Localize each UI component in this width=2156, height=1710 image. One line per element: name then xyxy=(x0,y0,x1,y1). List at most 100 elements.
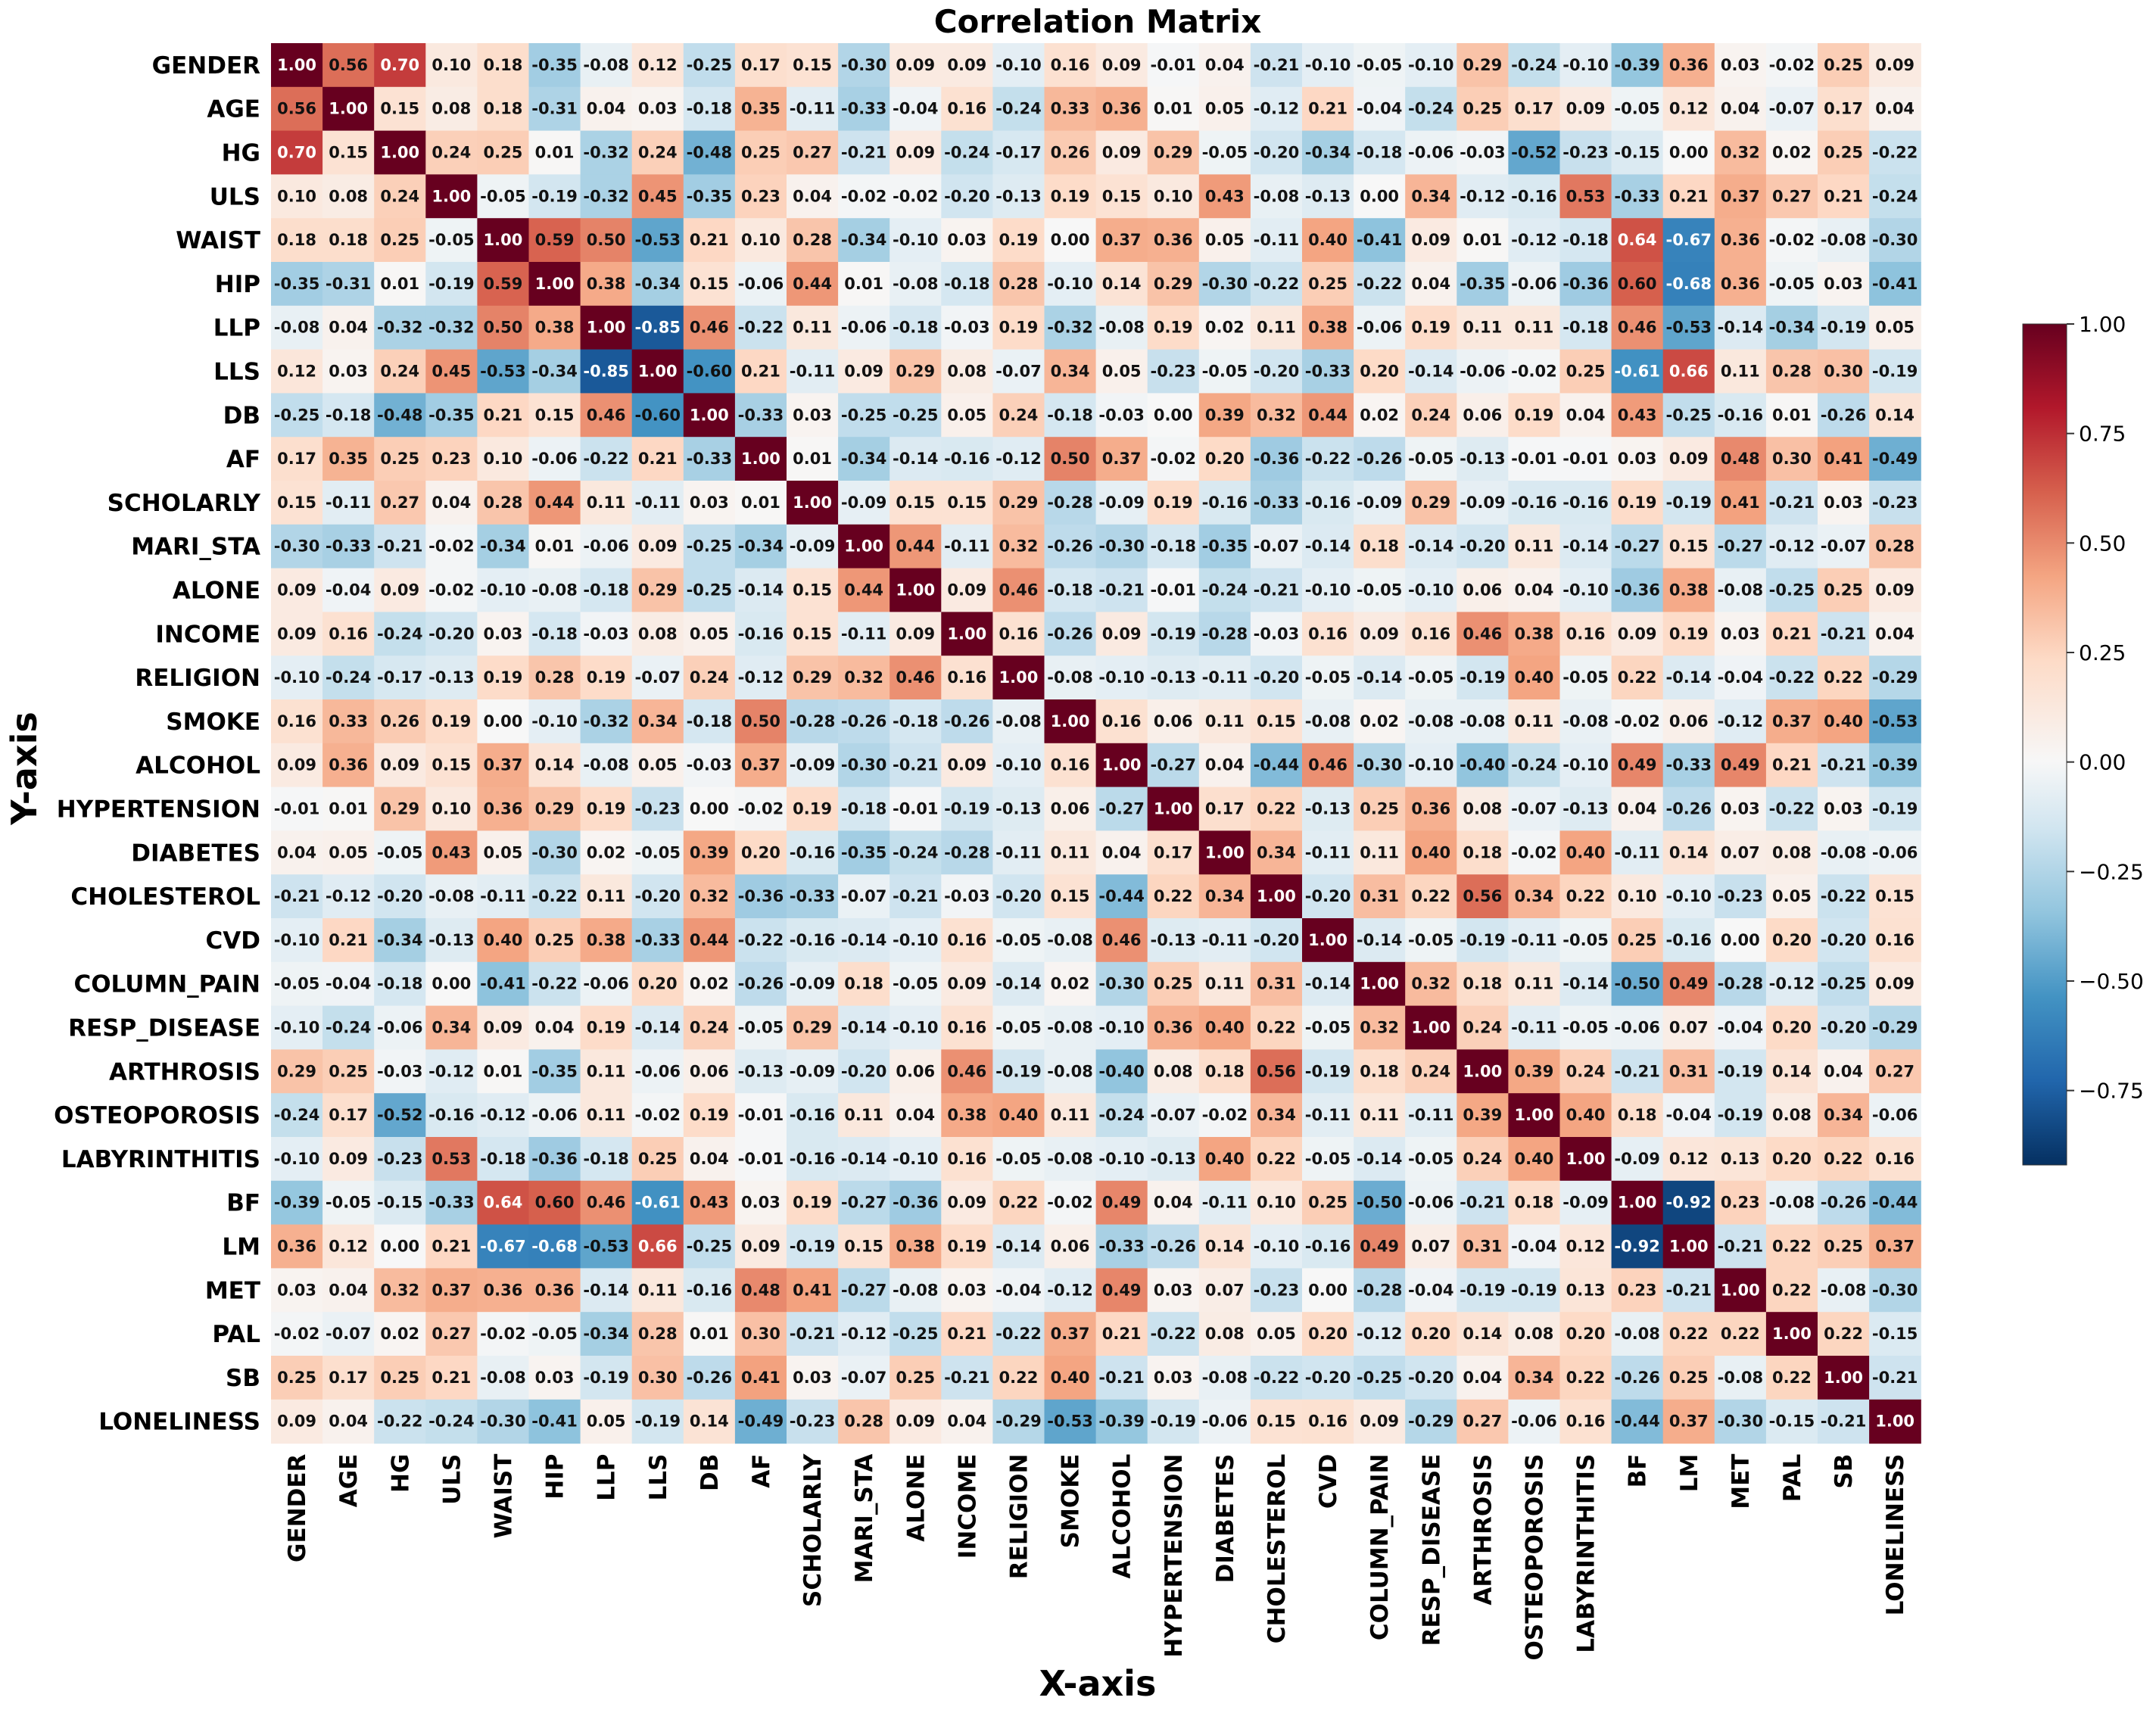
heatmap-cell xyxy=(425,437,478,481)
heatmap-cell xyxy=(890,86,942,132)
cell-value-label: 0.44 xyxy=(793,275,832,293)
cell-value-label: -0.22 xyxy=(1357,275,1403,293)
heatmap-cell xyxy=(1611,174,1664,219)
cell-value-label: -0.25 xyxy=(1357,1369,1403,1387)
cell-value-label: -0.29 xyxy=(1872,1019,1918,1037)
cell-value-label: 0.27 xyxy=(432,1325,471,1343)
cell-value-label: 0.46 xyxy=(1308,756,1348,774)
heatmap-cell xyxy=(1302,961,1354,1007)
heatmap-cell xyxy=(477,743,530,788)
heatmap-cell xyxy=(1818,130,1870,175)
cell-value-label: 0.16 xyxy=(1875,931,1915,949)
heatmap-cell xyxy=(631,393,684,438)
heatmap-cell xyxy=(477,393,530,438)
cell-value-label: -0.16 xyxy=(1511,187,1557,205)
cell-value-label: -0.26 xyxy=(1614,1369,1660,1387)
cell-value-label: 0.12 xyxy=(1669,1150,1709,1168)
cell-value-label: -0.20 xyxy=(1821,931,1867,949)
cell-value-label: 0.05 xyxy=(1772,887,1812,905)
cell-value-label: 0.21 xyxy=(1772,756,1812,774)
heatmap-cell xyxy=(1250,130,1303,175)
heatmap-cell xyxy=(271,568,323,612)
heatmap-cell xyxy=(1662,218,1715,263)
cell-value-label: 0.09 xyxy=(947,975,986,993)
cell-value-label: 0.25 xyxy=(380,231,419,249)
cell-value-label: 0.35 xyxy=(741,100,780,118)
cell-value-label: -0.12 xyxy=(480,1106,526,1124)
heatmap-cell xyxy=(1714,43,1767,88)
cell-value-label: 0.18 xyxy=(329,231,368,249)
cell-value-label: 0.30 xyxy=(638,1369,678,1387)
heatmap-cell xyxy=(1354,786,1406,831)
heatmap-cell xyxy=(1611,86,1664,132)
heatmap-cell xyxy=(1559,130,1612,175)
cell-value-label: -0.19 xyxy=(428,275,475,293)
x-tick-label: MET xyxy=(1728,1454,1755,1509)
cell-value-label: -0.23 xyxy=(1150,363,1196,381)
heatmap-cell xyxy=(1354,830,1406,875)
cell-value-label: -0.05 xyxy=(1408,450,1454,468)
cell-value-label: -0.16 xyxy=(1665,931,1712,949)
heatmap-cell xyxy=(941,568,993,612)
heatmap-cell xyxy=(1508,918,1561,963)
heatmap-cell xyxy=(1559,174,1612,219)
heatmap-cell xyxy=(322,437,375,481)
heatmap-cell xyxy=(1302,612,1354,656)
heatmap-cell xyxy=(1147,524,1200,569)
heatmap-cell xyxy=(1714,743,1767,788)
heatmap-cell xyxy=(425,568,478,612)
heatmap-cell xyxy=(425,481,478,525)
heatmap-cell xyxy=(477,218,530,263)
heatmap-cell xyxy=(374,218,426,263)
cell-value-label: 0.03 xyxy=(1721,800,1760,818)
y-tick-label: DIABETES xyxy=(131,839,260,867)
cell-value-label: -0.05 xyxy=(1408,668,1454,687)
cell-value-label: 0.06 xyxy=(1463,406,1502,424)
heatmap-cell xyxy=(1147,961,1200,1007)
cell-value-label: -0.22 xyxy=(995,1325,1042,1343)
heatmap-cell xyxy=(477,174,530,219)
heatmap-cell xyxy=(1147,393,1200,438)
heatmap-cell xyxy=(1095,874,1148,919)
cell-value-label: 0.10 xyxy=(484,450,523,468)
heatmap-cell xyxy=(838,393,890,438)
heatmap-cell xyxy=(1198,393,1251,438)
cell-value-label: 0.21 xyxy=(690,231,729,249)
cell-value-label: 0.31 xyxy=(1463,1238,1502,1256)
heatmap-cell xyxy=(322,699,375,744)
cell-value-label: 0.36 xyxy=(1102,100,1142,118)
heatmap-cell xyxy=(271,43,323,88)
cell-value-label: -0.18 xyxy=(1047,406,1093,424)
heatmap-cell xyxy=(271,786,323,831)
cell-value-label: -0.48 xyxy=(377,406,423,424)
cell-value-label: -0.25 xyxy=(274,406,320,424)
heatmap-cell xyxy=(374,393,426,438)
cell-value-label: -0.02 xyxy=(428,581,475,600)
cell-value-label: 0.43 xyxy=(1618,406,1657,424)
cell-value-label: 0.15 xyxy=(1051,887,1090,905)
heatmap-cell xyxy=(374,656,426,700)
cell-value-label: 0.36 xyxy=(1411,800,1450,818)
heatmap-cell xyxy=(941,961,993,1007)
cell-value-label: 0.11 xyxy=(1205,712,1245,730)
cell-value-label: 0.25 xyxy=(1566,363,1606,381)
heatmap-cell xyxy=(1198,481,1251,525)
heatmap-cell xyxy=(1714,130,1767,175)
heatmap-cell xyxy=(1405,130,1457,175)
heatmap-cell xyxy=(1662,786,1715,831)
cell-value-label: -0.33 xyxy=(1614,187,1660,205)
cell-value-label: 0.09 xyxy=(1360,625,1399,643)
cell-value-label: 0.32 xyxy=(999,537,1039,556)
cell-value-label: -0.30 xyxy=(1872,231,1918,249)
cell-value-label: -0.10 xyxy=(893,931,939,949)
heatmap-cell xyxy=(1662,481,1715,525)
heatmap-cell xyxy=(1714,349,1767,394)
heatmap-cell xyxy=(477,305,530,350)
heatmap-cell xyxy=(1869,568,1921,612)
cell-value-label: 0.16 xyxy=(1308,1413,1348,1431)
heatmap-cell xyxy=(1250,830,1303,875)
cell-value-label: -0.05 xyxy=(274,975,320,993)
cell-value-label: -0.31 xyxy=(326,275,372,293)
cell-value-label: -0.30 xyxy=(841,756,887,774)
x-tick-label: CHOLESTEROL xyxy=(1263,1454,1291,1644)
